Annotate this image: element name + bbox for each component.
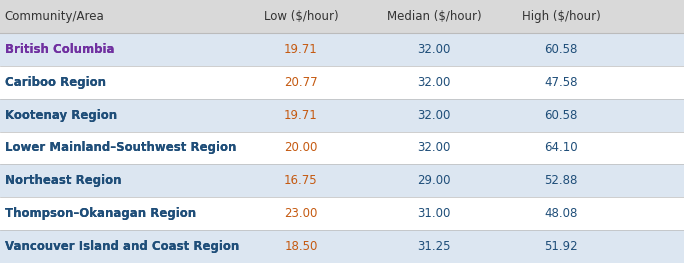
Text: 29.00: 29.00 <box>418 174 451 187</box>
Bar <box>0 197 684 230</box>
Text: Vancouver Island and Coast Region: Vancouver Island and Coast Region <box>5 240 239 253</box>
Text: Cariboo Region: Cariboo Region <box>5 76 106 89</box>
Text: Thompson–Okanagan Region: Thompson–Okanagan Region <box>5 207 196 220</box>
Text: 32.00: 32.00 <box>418 109 451 122</box>
Text: Northeast Region: Northeast Region <box>5 174 121 187</box>
Text: Vancouver Island and Coast Region: Vancouver Island and Coast Region <box>5 240 239 253</box>
Text: British Columbia: British Columbia <box>5 43 114 56</box>
Bar <box>0 99 684 132</box>
Text: 31.00: 31.00 <box>418 207 451 220</box>
Text: Low ($/hour): Low ($/hour) <box>263 10 339 23</box>
Text: Kootenay Region: Kootenay Region <box>5 109 117 122</box>
Text: 18.50: 18.50 <box>285 240 317 253</box>
Text: High ($/hour): High ($/hour) <box>521 10 601 23</box>
Text: 16.75: 16.75 <box>284 174 318 187</box>
Text: Cariboo Region: Cariboo Region <box>5 76 106 89</box>
Text: 32.00: 32.00 <box>418 43 451 56</box>
Bar <box>0 0 684 33</box>
Text: 64.10: 64.10 <box>544 141 578 154</box>
Text: Northeast Region: Northeast Region <box>5 174 121 187</box>
Text: 32.00: 32.00 <box>418 141 451 154</box>
Text: 31.25: 31.25 <box>418 240 451 253</box>
Text: 32.00: 32.00 <box>418 76 451 89</box>
Text: 47.58: 47.58 <box>544 76 577 89</box>
Text: Lower Mainland–Southwest Region: Lower Mainland–Southwest Region <box>5 141 236 154</box>
Text: Community/Area: Community/Area <box>5 10 105 23</box>
Bar <box>0 33 684 66</box>
Text: 48.08: 48.08 <box>544 207 577 220</box>
Text: 51.92: 51.92 <box>544 240 578 253</box>
Text: British Columbia: British Columbia <box>5 43 114 56</box>
Bar <box>0 66 684 99</box>
Bar <box>0 164 684 197</box>
Text: 19.71: 19.71 <box>284 109 318 122</box>
Text: Lower Mainland–Southwest Region: Lower Mainland–Southwest Region <box>5 141 236 154</box>
Text: Median ($/hour): Median ($/hour) <box>387 10 482 23</box>
Text: Kootenay Region: Kootenay Region <box>5 109 117 122</box>
Text: 52.88: 52.88 <box>544 174 577 187</box>
Text: 60.58: 60.58 <box>544 43 577 56</box>
Text: 23.00: 23.00 <box>285 207 317 220</box>
Text: Thompson–Okanagan Region: Thompson–Okanagan Region <box>5 207 196 220</box>
Text: 19.71: 19.71 <box>284 43 318 56</box>
Text: 20.00: 20.00 <box>285 141 317 154</box>
Text: 20.77: 20.77 <box>284 76 318 89</box>
Bar <box>0 132 684 164</box>
Text: 60.58: 60.58 <box>544 109 577 122</box>
Bar <box>0 230 684 263</box>
